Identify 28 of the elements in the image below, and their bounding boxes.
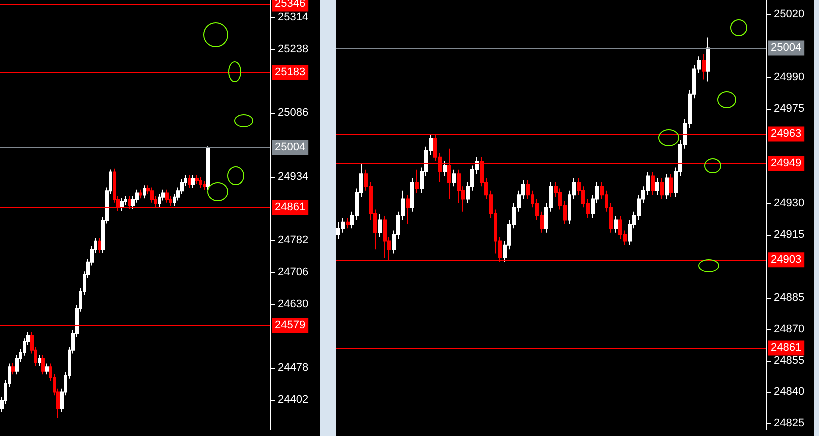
y-tick-label: 24930 [774,197,805,210]
ref-line-label: 25004 [275,142,306,154]
y-tick-label: 24975 [774,103,805,116]
y-tick-label: 24855 [774,354,805,367]
ref-line-label: 25183 [275,66,306,79]
y-tick-label: 24825 [774,418,805,430]
y-tick-label: 24478 [278,362,309,374]
y-tick-label: 24885 [774,292,805,304]
y-tick-label: 25314 [278,12,309,24]
y-tick-label: 24934 [278,170,309,183]
y-tick-label: 24915 [774,228,805,241]
ref-line-label: 24579 [275,320,306,332]
y-tick-label: 25238 [278,43,309,56]
y-tick-label: 24990 [774,72,805,84]
y-tick-label: 24630 [278,298,309,310]
y-tick-label: 24402 [278,394,309,406]
y-tick-label: 25020 [774,8,805,21]
ref-line-label: 24963 [771,128,802,140]
ref-line-label: 24949 [771,158,802,170]
y-tick-label: 24706 [278,266,309,278]
y-tick-label: 24870 [774,323,805,336]
y-tick-label: 24840 [774,386,805,398]
y-tick-label: 24782 [278,234,309,247]
ref-line-label: 24861 [771,342,802,354]
y-tick-label: 25086 [278,107,309,120]
ref-line-label: 24861 [275,201,306,214]
ref-line-label: 25004 [771,42,802,54]
ref-line-label: 24903 [771,254,802,266]
